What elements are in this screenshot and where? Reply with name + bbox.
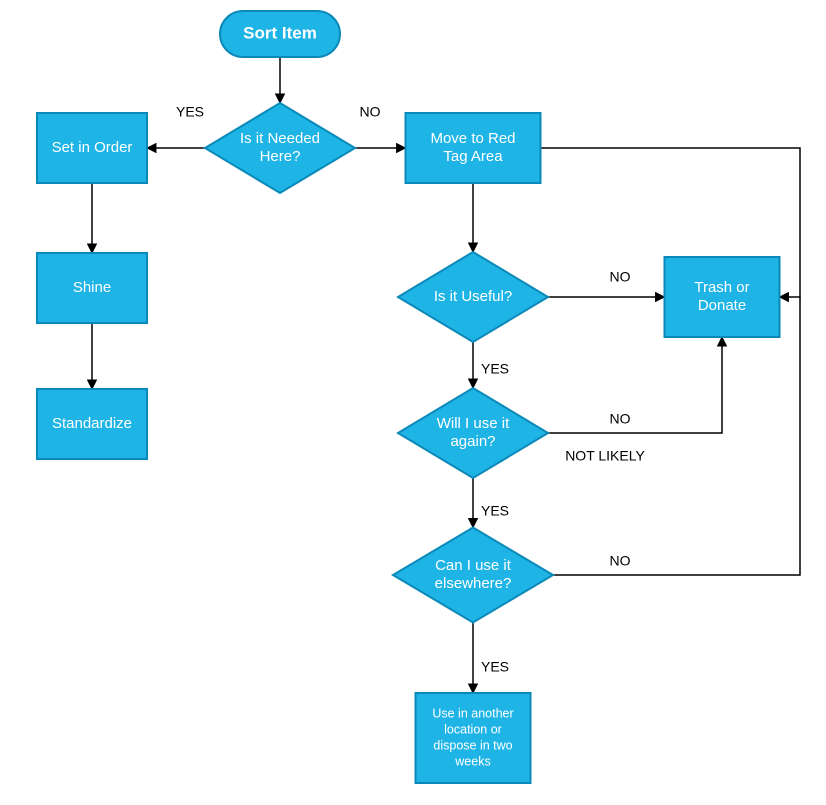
edge-label-e7: NO (610, 269, 631, 285)
node-text-needed-1: Here? (260, 148, 301, 165)
node-sort_item: Sort Item (220, 11, 340, 57)
edge-label-e9: NO (610, 411, 631, 427)
node-text-red_tag-0: Move to Red (430, 130, 515, 147)
edge-label-e11: NO (610, 553, 631, 569)
node-text-standardize-0: Standardize (52, 415, 132, 432)
node-standardize: Standardize (37, 389, 147, 459)
edge-e9 (548, 337, 722, 433)
edge-label-e2: YES (176, 104, 204, 120)
flowchart-svg: YES NO NO YES NO NOT LIKELY YES NO YES Sort Item I… (0, 0, 826, 805)
node-trash: Trash orDonate (665, 257, 780, 337)
node-layer: Sort Item Is it NeededHere? Set in Order Sh… (37, 11, 780, 783)
edge-label2-e9: NOT LIKELY (565, 448, 645, 464)
node-text-use_again-1: again? (450, 433, 495, 450)
node-text-use_other-2: dispose in two (433, 738, 512, 752)
node-text-use_again-0: Will I use it (437, 415, 510, 432)
node-use_other: Use in another location or dispose in two w… (416, 693, 531, 783)
node-text-use_other-1: location or (444, 722, 502, 736)
node-text-needed-0: Is it Needed (240, 130, 320, 147)
node-text-elsewhere-1: elsewhere? (435, 575, 512, 592)
edge-e11 (553, 297, 800, 575)
edge-label-e12: YES (481, 659, 509, 675)
edge-label-e8: YES (481, 361, 509, 377)
node-text-sort_item-0: Sort Item (243, 23, 317, 42)
node-text-use_other-3: weeks (454, 754, 490, 768)
node-elsewhere: Can I use itelsewhere? (393, 528, 553, 623)
node-needed: Is it NeededHere? (205, 103, 355, 193)
node-useful: Is it Useful? (398, 252, 548, 342)
node-set_order: Set in Order (37, 113, 147, 183)
node-use_again: Will I use itagain? (398, 388, 548, 478)
edge-label-e3: NO (360, 104, 381, 120)
node-shine: Shine (37, 253, 147, 323)
node-text-set_order-0: Set in Order (52, 139, 133, 156)
node-text-red_tag-1: Tag Area (443, 148, 503, 165)
node-text-shine-0: Shine (73, 279, 111, 296)
node-text-elsewhere-0: Can I use it (435, 557, 512, 574)
node-text-useful-0: Is it Useful? (434, 288, 512, 305)
node-red_tag: Move to RedTag Area (406, 113, 541, 183)
node-text-use_other-0: Use in another (432, 706, 513, 720)
edge-label-e10: YES (481, 503, 509, 519)
node-text-trash-0: Trash or (694, 279, 749, 296)
node-text-trash-1: Donate (698, 297, 746, 314)
